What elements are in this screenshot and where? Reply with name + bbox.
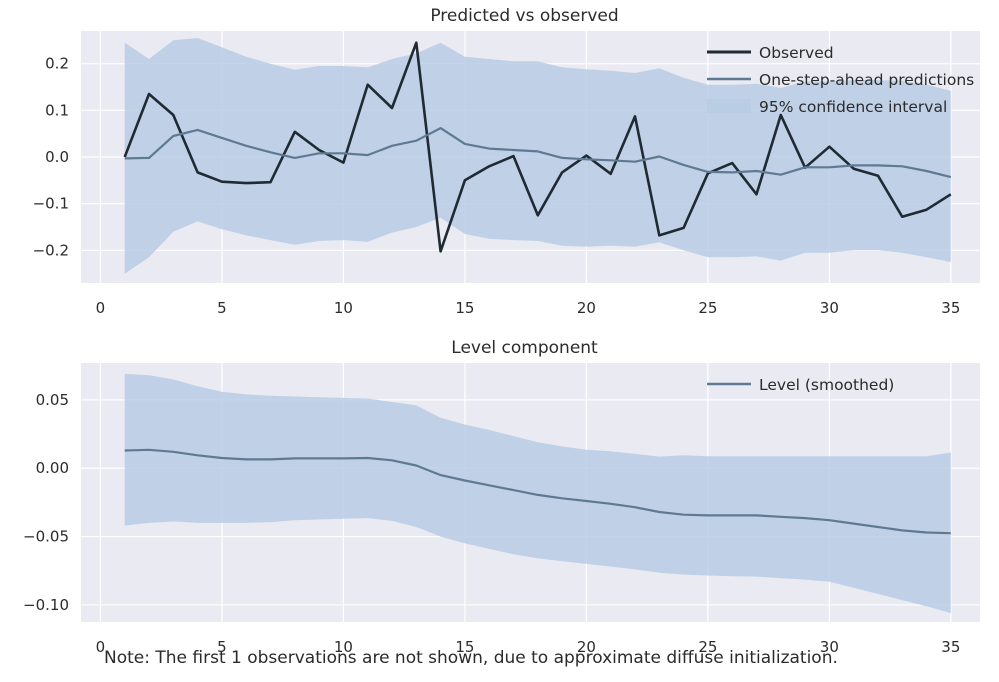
x-tick-label: 20 (577, 638, 596, 656)
x-tick-label: 30 (820, 638, 839, 656)
x-tick-label: 10 (334, 638, 353, 656)
x-tick-label: 5 (217, 638, 227, 656)
x-tick-label: 25 (698, 638, 717, 656)
chart-panel-1: 0 5 10 15 20 25 30 35 −0.2 −0.1 0.0 0.1 0.2 Predicted… (33, 6, 980, 317)
x-tick-label: 35 (941, 299, 960, 317)
x-tick-label: 0 (96, 638, 106, 656)
y-tick-label: 0.00 (36, 459, 69, 477)
y-tick-label: −0.2 (33, 241, 69, 259)
confidence-band (124, 373, 951, 614)
y-tick-label: 0.0 (45, 148, 69, 166)
x-tick-label: 10 (334, 299, 353, 317)
observed-line (123, 41, 952, 253)
x-tick-label: 35 (941, 638, 960, 656)
legend-swatch (707, 99, 751, 113)
one-step-ahead-predictions-line (124, 127, 952, 179)
level-smoothed-line (124, 448, 951, 535)
legend-label: Observed (759, 44, 834, 62)
y-tick-label: 0.05 (36, 391, 69, 409)
y-tick-label: −0.10 (23, 596, 69, 614)
footnote: Note: The first 1 observations are not s… (104, 648, 838, 668)
x-tick-label: 20 (577, 299, 596, 317)
chart-title: Predicted vs observed (430, 6, 618, 26)
x-tick-label: 0 (96, 299, 106, 317)
legend-label: Level (smoothed) (759, 376, 894, 394)
confidence-band (124, 38, 951, 274)
legend-label: One-step-ahead predictions (759, 71, 974, 89)
y-tick-label: 0.1 (45, 101, 69, 119)
legend-label: 95% confidence interval (759, 98, 947, 116)
x-tick-label: 15 (455, 638, 474, 656)
chart-panel-2: 0 5 10 15 20 25 30 35 −0.10 −0.05 0.00 0.05 Level co… (23, 338, 980, 656)
y-tick-label: −0.05 (23, 528, 69, 546)
x-tick-label: 15 (455, 299, 474, 317)
y-tick-label: −0.1 (33, 195, 69, 213)
x-tick-label: 25 (698, 299, 717, 317)
x-tick-label: 30 (820, 299, 839, 317)
y-tick-label: 0.2 (45, 55, 69, 73)
chart-title: Level component (451, 338, 598, 358)
x-tick-label: 5 (217, 299, 227, 317)
